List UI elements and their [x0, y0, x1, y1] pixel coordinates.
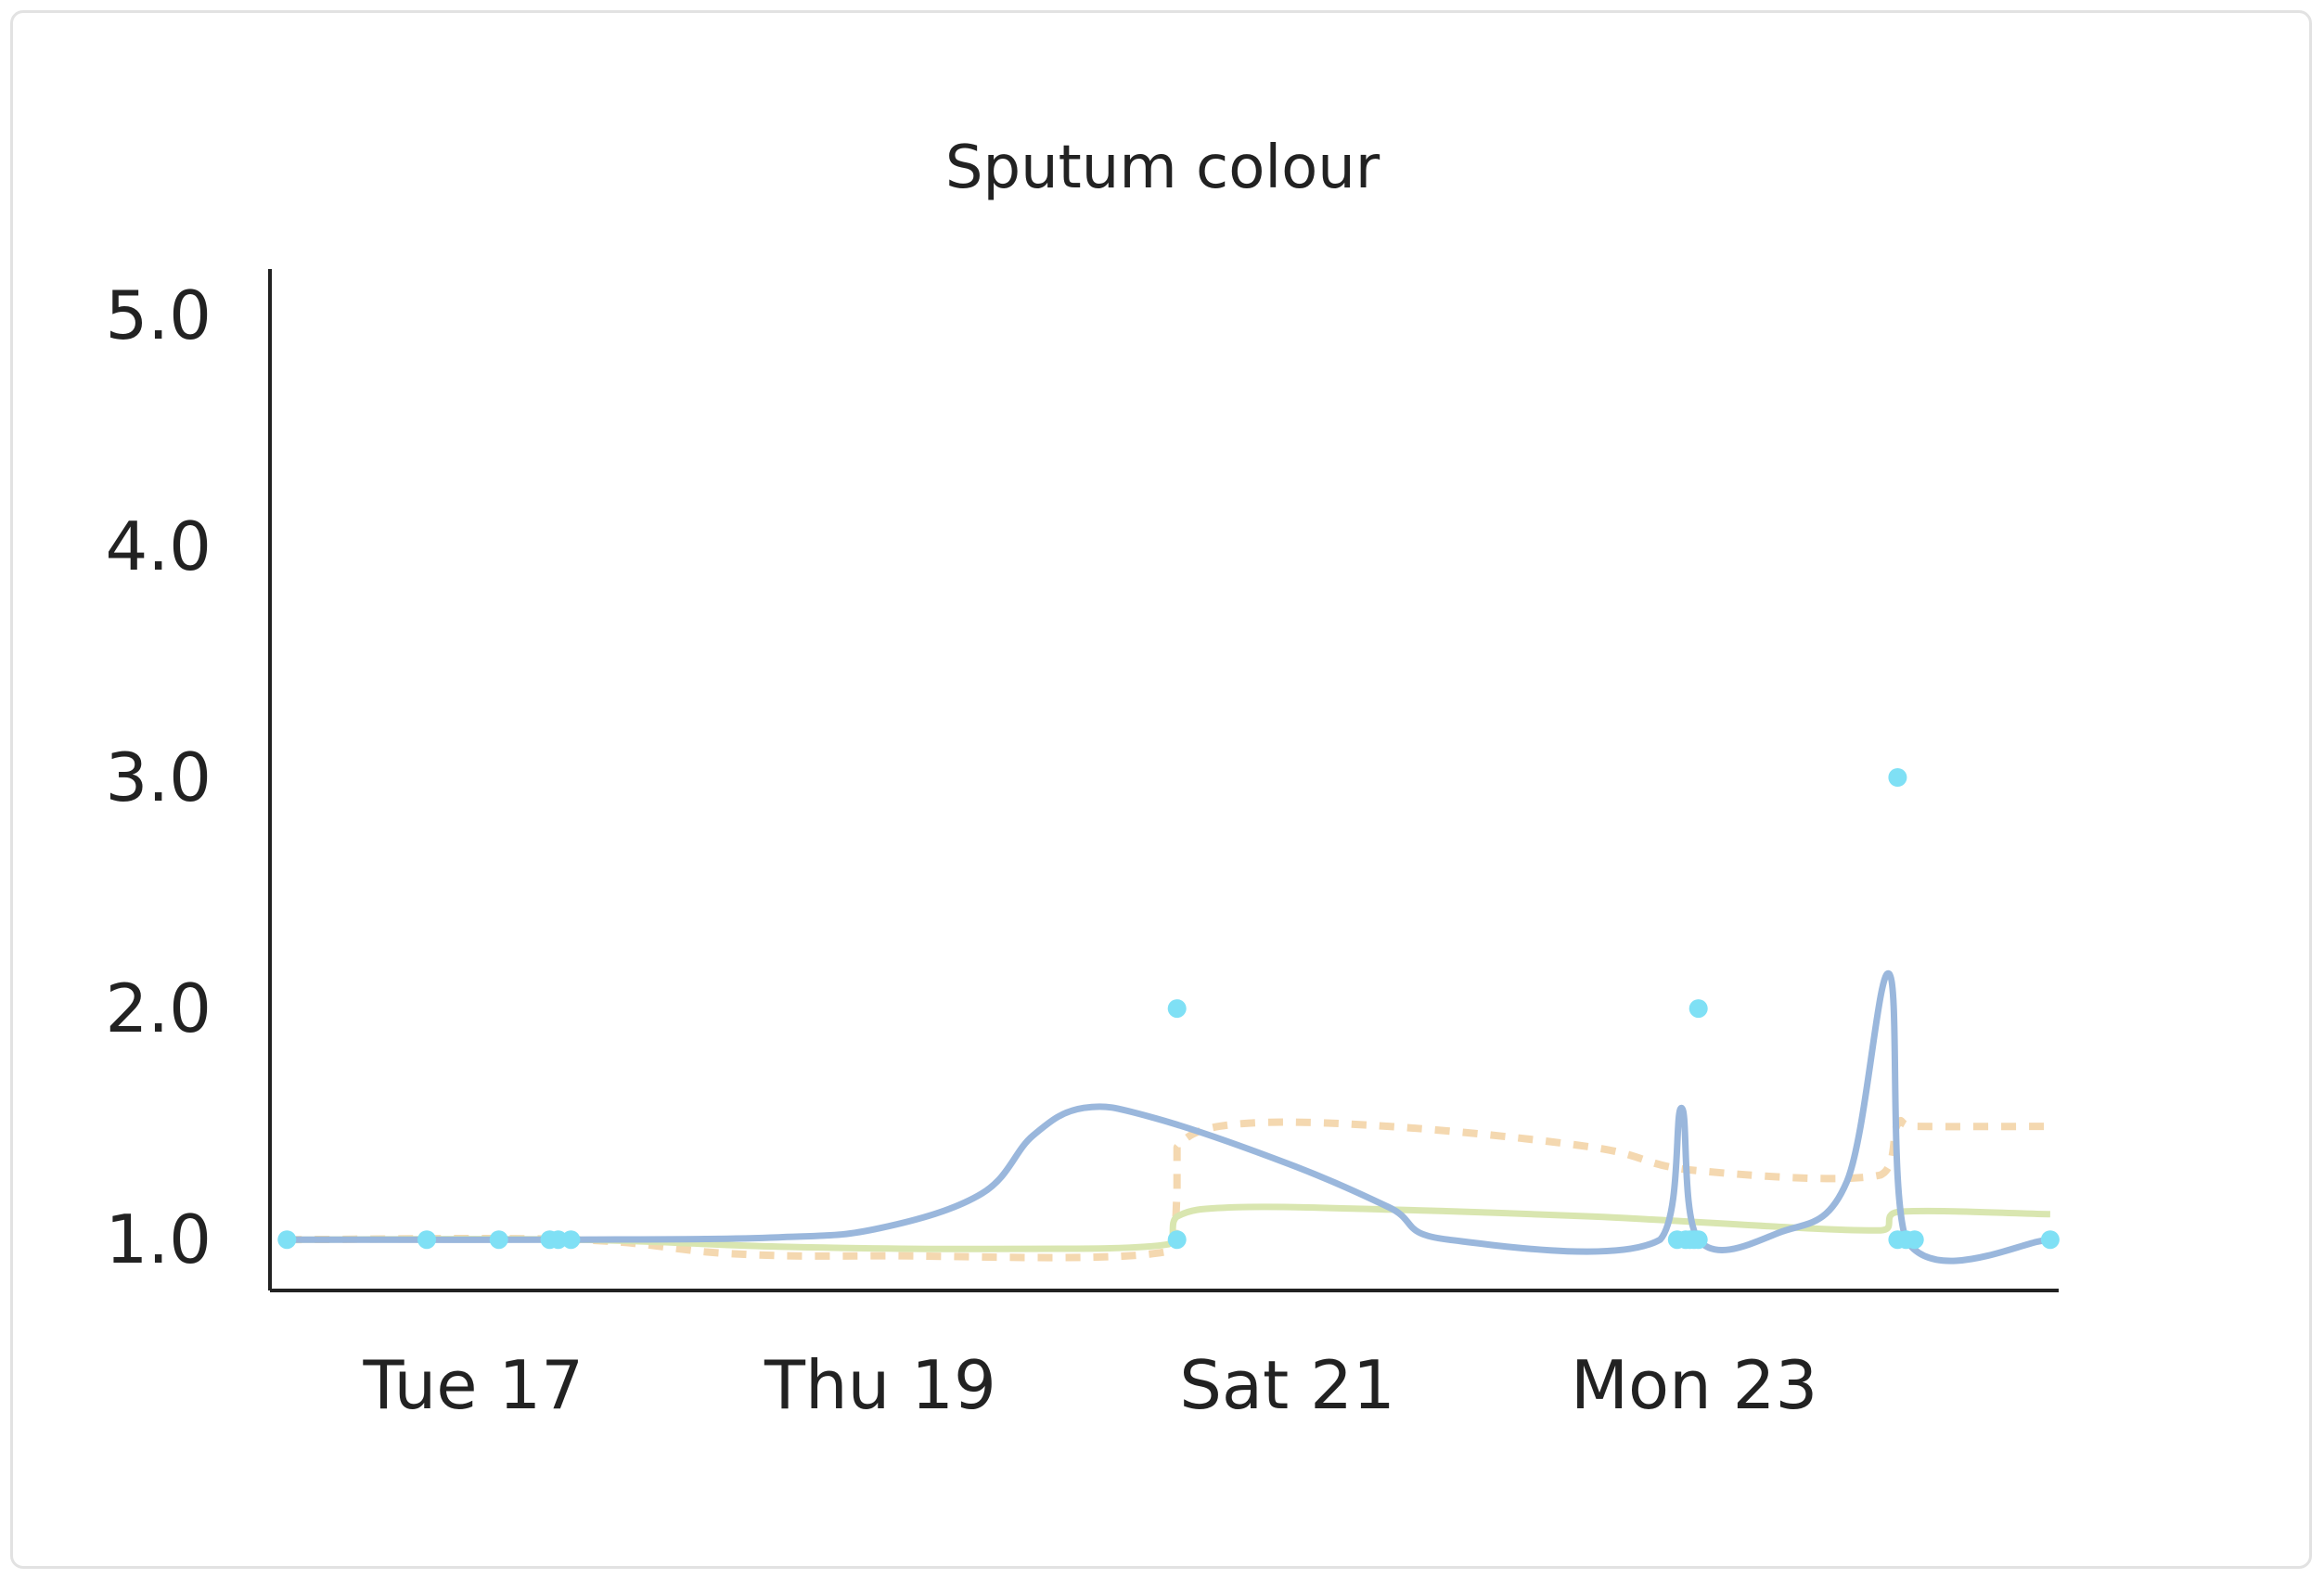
- data-point-7[interactable]: [1167, 999, 1187, 1019]
- data-point-14[interactable]: [1688, 1230, 1708, 1250]
- data-point-18[interactable]: [1905, 1230, 1924, 1250]
- series-line-3: [287, 1203, 2050, 1252]
- y-tick-label-2: 2.0: [105, 969, 212, 1047]
- chart-card: [10, 10, 2312, 1569]
- data-point-5[interactable]: [548, 1230, 568, 1250]
- axes: [268, 269, 2059, 1292]
- data-point-19[interactable]: [2040, 1230, 2060, 1250]
- x-tick-label-3: Sat 21: [1179, 1346, 1395, 1424]
- x-tick-label-4: Mon 23: [1571, 1346, 1817, 1424]
- x-tick-label-2: Thu 19: [764, 1346, 996, 1424]
- data-points: [277, 768, 2060, 1250]
- y-tick-label-1: 1.0: [105, 1200, 212, 1278]
- data-point-6[interactable]: [561, 1230, 581, 1250]
- y-tick-labels: 1.0 2.0 3.0 4.0 5.0: [105, 276, 212, 1278]
- data-point-15[interactable]: [1888, 768, 1907, 787]
- data-point-1[interactable]: [277, 1230, 297, 1250]
- series-line-2: [287, 1117, 2050, 1262]
- series-line-1: [287, 970, 2051, 1264]
- data-point-13[interactable]: [1688, 999, 1708, 1019]
- data-point-2[interactable]: [417, 1230, 436, 1250]
- y-tick-label-5: 5.0: [105, 276, 212, 354]
- x-tick-labels: Tue 17 Thu 19 Sat 21 Mon 23: [363, 1346, 1818, 1424]
- y-tick-label-3: 3.0: [105, 738, 212, 816]
- data-point-3[interactable]: [489, 1230, 508, 1250]
- series-lines: [287, 970, 2051, 1264]
- chart-title: Sputum colour: [945, 134, 1380, 202]
- y-tick-label-4: 4.0: [105, 507, 212, 585]
- data-point-8[interactable]: [1167, 1230, 1187, 1250]
- x-tick-label-1: Tue 17: [363, 1346, 584, 1424]
